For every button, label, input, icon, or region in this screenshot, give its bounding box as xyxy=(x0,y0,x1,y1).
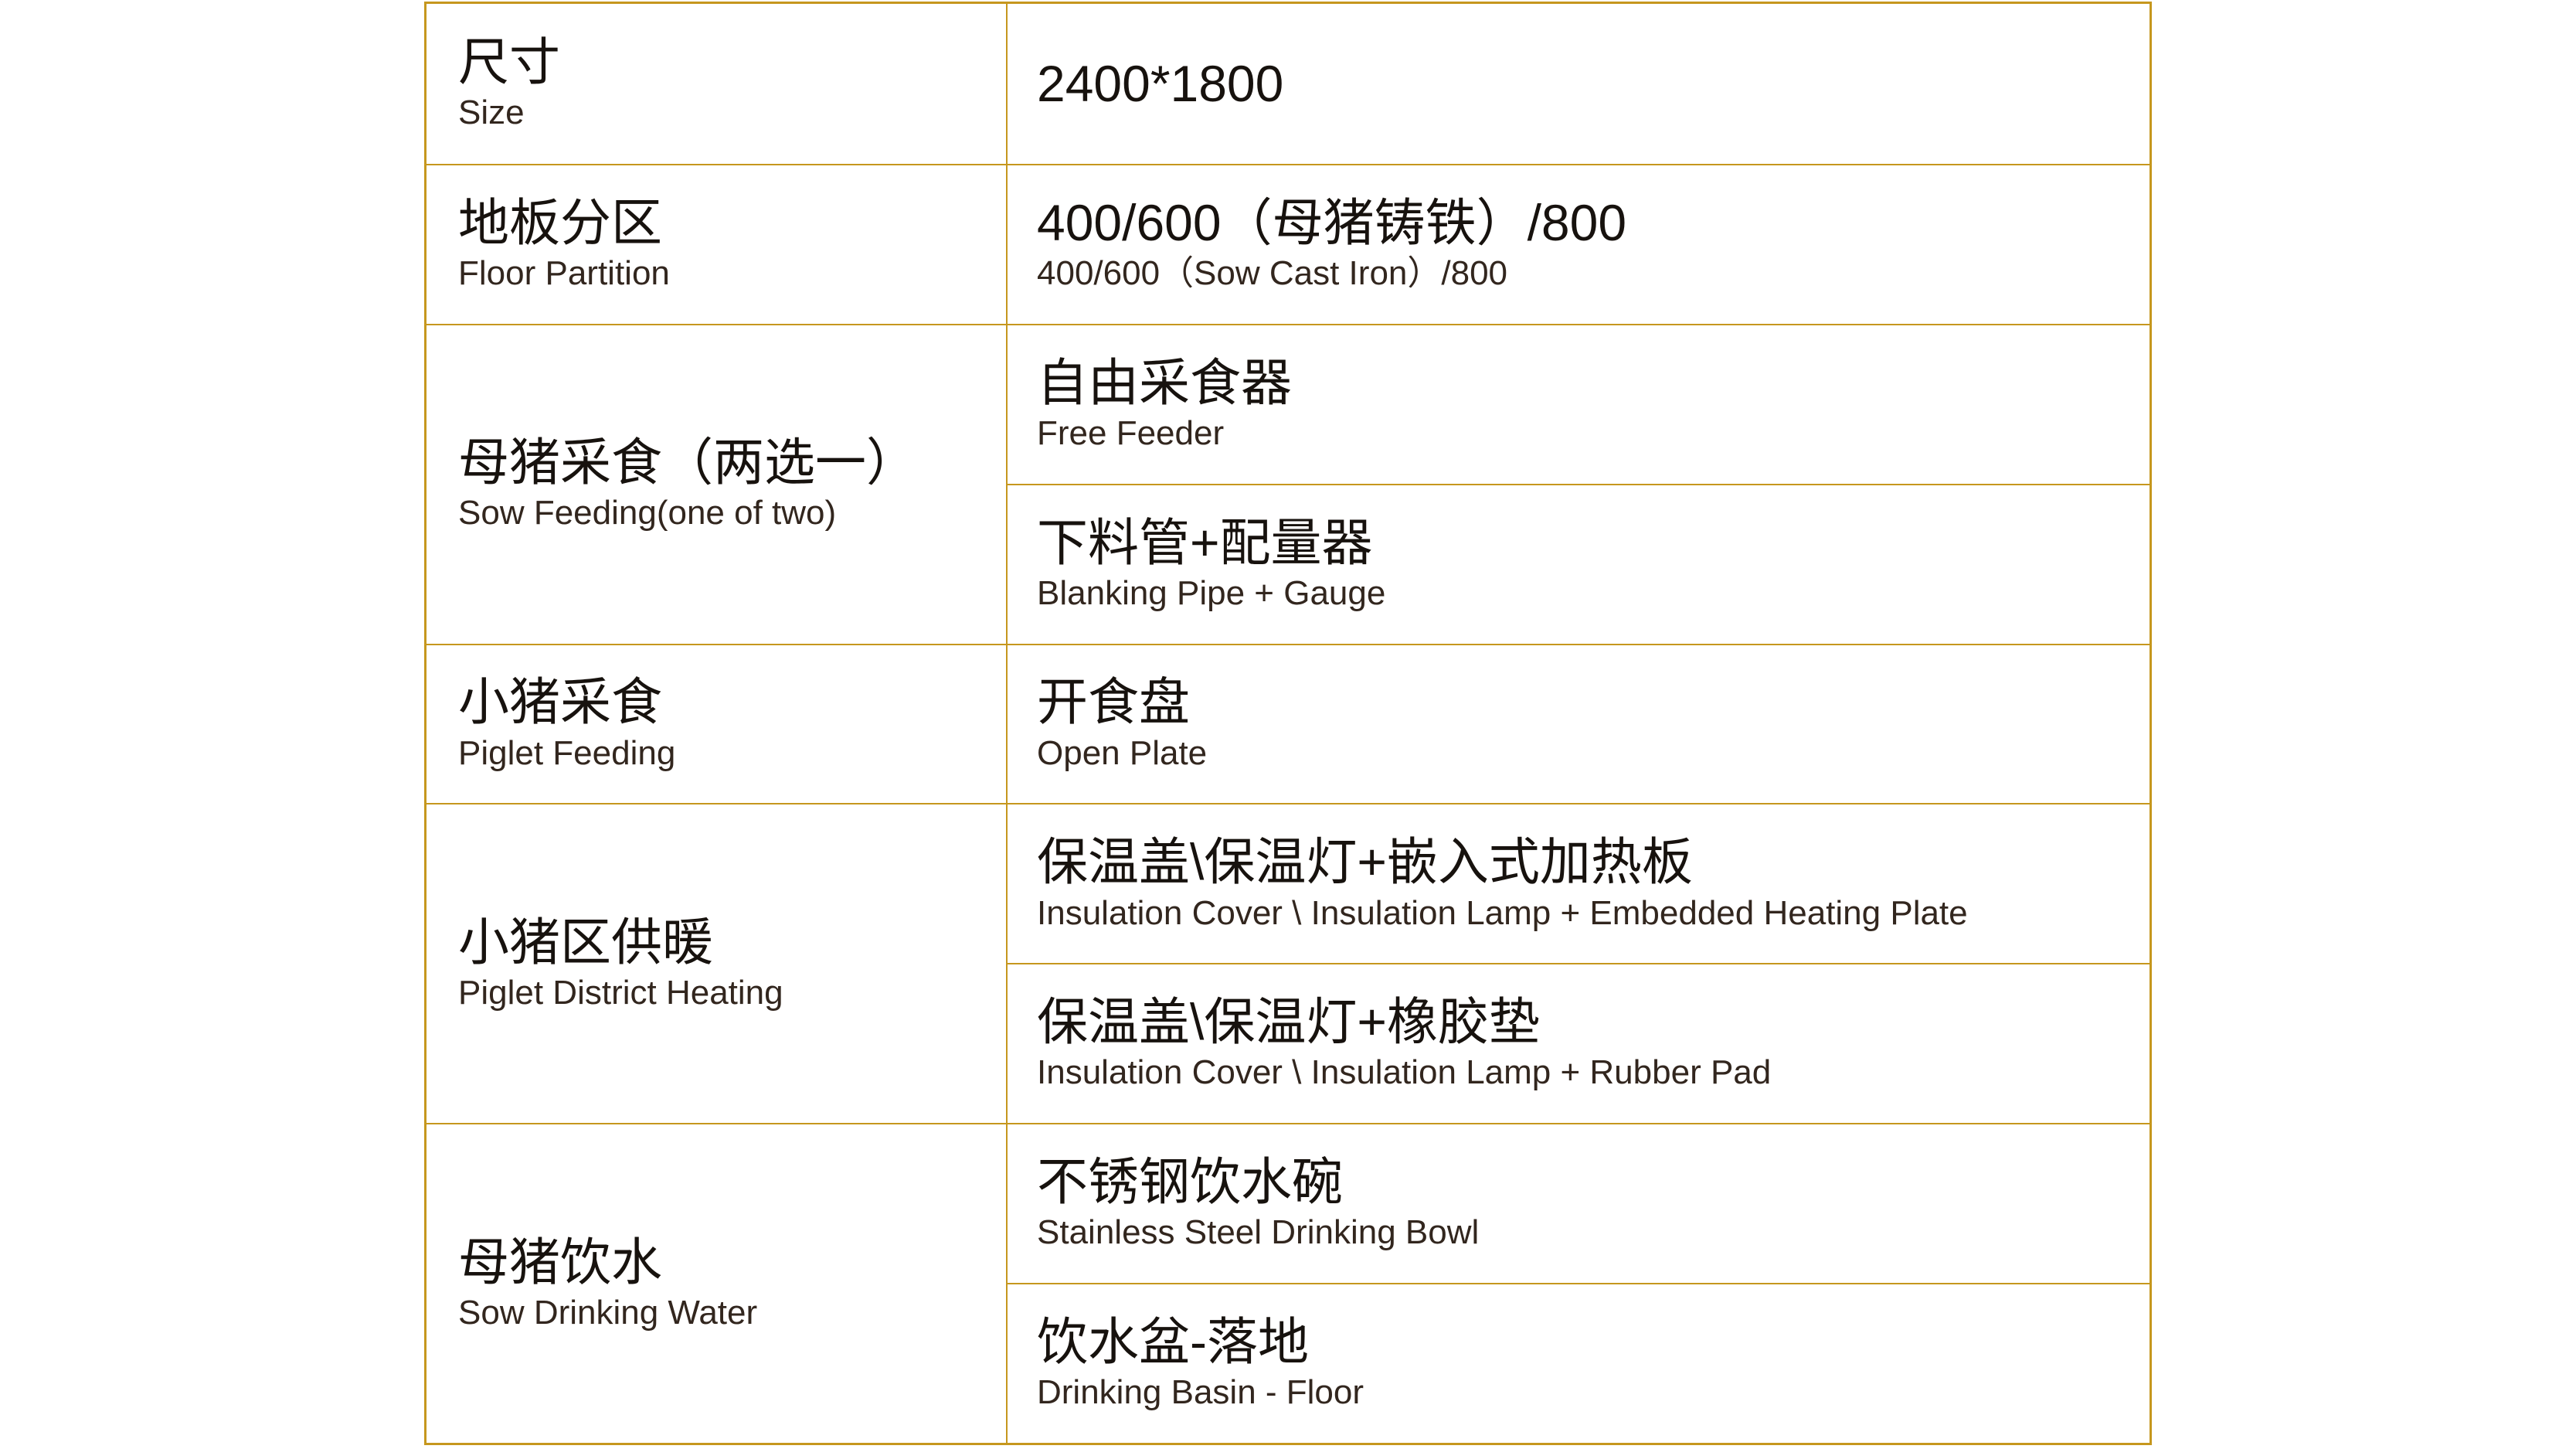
row-label-piglet-feeding: 小猪采食 Piglet Feeding xyxy=(427,643,1008,804)
value-cell-drinking-basin: 饮水盆-落地 Drinking Basin - Floor xyxy=(1008,1283,2149,1443)
value-en: Drinking Basin - Floor xyxy=(1037,1373,1364,1412)
value-zh: 饮水盆-落地 xyxy=(1037,1312,1309,1370)
value-en: Insulation Cover \ Insulation Lamp + Rub… xyxy=(1037,1053,1772,1092)
label-zh: 尺寸 xyxy=(458,32,560,90)
row-label-sow-drinking: 母猪饮水 Sow Drinking Water xyxy=(427,1123,1008,1443)
value-en: Blanking Pipe + Gauge xyxy=(1037,573,1386,612)
value-cell-heating-plate: 保温盖\保温灯+嵌入式加热板 Insulation Cover \ Insula… xyxy=(1008,803,2149,963)
value-cell-blanking-pipe: 下料管+配量器 Blanking Pipe + Gauge xyxy=(1008,483,2149,644)
label-zh: 小猪区供暖 xyxy=(458,913,713,971)
row-label-piglet-heating: 小猪区供暖 Piglet District Heating xyxy=(427,803,1008,1124)
label-en: Sow Drinking Water xyxy=(458,1293,758,1332)
value-cell-floor-partition: 400/600（母猪铸铁）/800 400/600（Sow Cast Iron）… xyxy=(1008,163,2149,324)
label-zh: 地板分区 xyxy=(458,193,662,251)
row-label-floor-partition: 地板分区 Floor Partition xyxy=(427,163,1008,324)
value-cell-open-plate: 开食盘 Open Plate xyxy=(1008,643,2149,804)
spec-table: 尺寸 Size 2400*1800 地板分区 Floor Partition 4… xyxy=(424,2,2152,1445)
value-zh: 不锈钢饮水碗 xyxy=(1037,1153,1343,1211)
value-zh: 下料管+配量器 xyxy=(1037,513,1373,571)
value-en: Free Feeder xyxy=(1037,413,1225,452)
value-en: Insulation Cover \ Insulation Lamp + Emb… xyxy=(1037,893,1968,932)
value-zh: 自由采食器 xyxy=(1037,353,1292,411)
label-zh: 母猪采食（两选一） xyxy=(458,434,917,492)
value-cell-free-feeder: 自由采食器 Free Feeder xyxy=(1008,323,2149,484)
row-label-size: 尺寸 Size xyxy=(427,4,1008,164)
value-zh: 2400*1800 xyxy=(1037,54,1284,112)
label-en: Floor Partition xyxy=(458,254,670,292)
label-zh: 小猪采食 xyxy=(458,673,662,731)
value-cell-drinking-bowl: 不锈钢饮水碗 Stainless Steel Drinking Bowl xyxy=(1008,1123,2149,1283)
value-zh: 保温盖\保温灯+嵌入式加热板 xyxy=(1037,833,1693,891)
label-en: Sow Feeding(one of two) xyxy=(458,494,837,532)
label-en: Piglet Feeding xyxy=(458,733,676,772)
label-en: Size xyxy=(458,94,525,132)
value-cell-size: 2400*1800 xyxy=(1008,4,2149,164)
label-zh: 母猪饮水 xyxy=(458,1233,662,1291)
value-en: 400/600（Sow Cast Iron）/800 xyxy=(1037,254,1508,292)
value-zh: 开食盘 xyxy=(1037,673,1190,731)
row-label-sow-feeding: 母猪采食（两选一） Sow Feeding(one of two) xyxy=(427,323,1008,644)
label-en: Piglet District Heating xyxy=(458,974,783,1012)
value-zh: 400/600（母猪铸铁）/800 xyxy=(1037,193,1627,251)
value-cell-rubber-pad: 保温盖\保温灯+橡胶垫 Insulation Cover \ Insulatio… xyxy=(1008,963,2149,1123)
value-zh: 保温盖\保温灯+橡胶垫 xyxy=(1037,993,1540,1051)
value-en: Open Plate xyxy=(1037,733,1208,772)
value-en: Stainless Steel Drinking Bowl xyxy=(1037,1213,1480,1252)
